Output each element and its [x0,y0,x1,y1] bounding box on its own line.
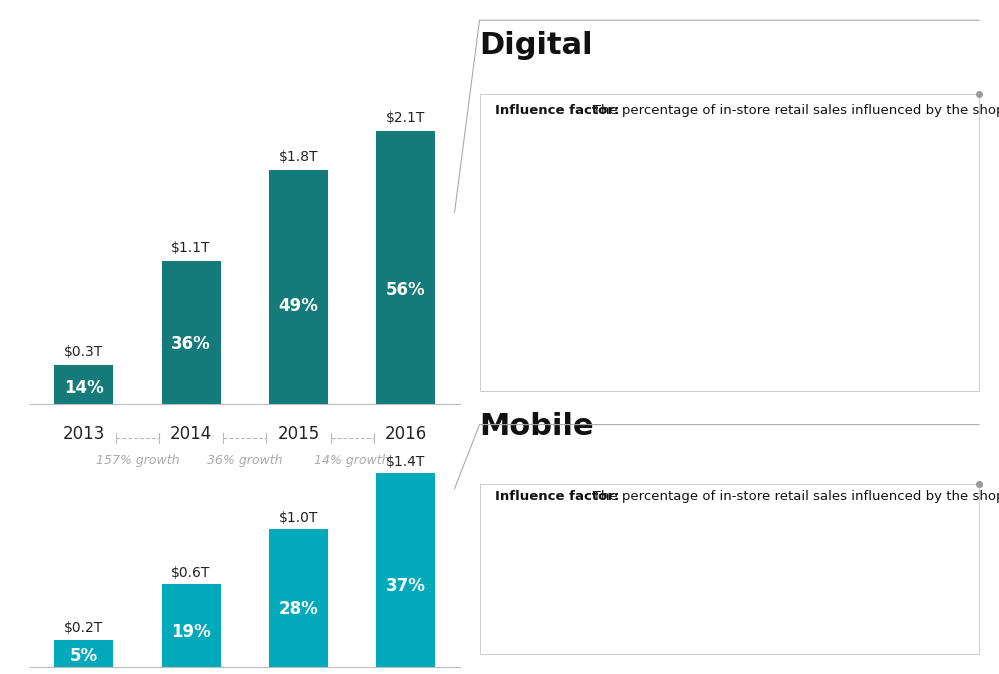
FancyBboxPatch shape [480,94,979,391]
Text: 19%: 19% [171,623,211,642]
Text: $2.1T: $2.1T [387,111,426,125]
FancyBboxPatch shape [480,484,979,654]
Text: 56%: 56% [386,281,426,299]
Text: 36% growth: 36% growth [207,454,283,467]
Text: 14%: 14% [64,379,104,397]
Text: Mobile: Mobile [480,412,594,441]
Text: $0.6T: $0.6T [172,566,211,580]
Text: $1.8T: $1.8T [279,150,319,164]
Text: 14% growth: 14% growth [315,454,390,467]
Text: Influence factor:: Influence factor: [495,491,618,503]
Text: $1.0T: $1.0T [279,511,318,524]
Text: The percentage of in-store retail sales influenced by the shopper’s use of any d: The percentage of in-store retail sales … [495,104,999,117]
Text: $0.3T: $0.3T [64,345,103,359]
Bar [162,584,221,667]
Bar [162,262,221,404]
Text: 37%: 37% [386,577,426,595]
Bar [269,529,328,667]
Bar [54,640,113,667]
Text: 2013: 2013 [63,425,105,443]
Text: 2014: 2014 [170,425,212,443]
Text: Digital: Digital [480,32,593,61]
Bar [377,131,436,404]
Text: 5%: 5% [70,646,98,665]
Text: $1.1T: $1.1T [171,241,211,255]
Text: 36%: 36% [171,336,211,353]
Text: $0.2T: $0.2T [64,621,103,636]
Bar [269,171,328,404]
Bar [54,365,113,404]
Text: The percentage of in-store retail sales influenced by the shopper’s use of a web: The percentage of in-store retail sales … [495,491,999,503]
Text: $1.4T: $1.4T [387,455,426,469]
Text: Influence factor:: Influence factor: [495,104,618,117]
Text: 157% growth: 157% growth [96,454,179,467]
Text: 2016: 2016 [385,425,427,443]
Bar [377,473,436,667]
Text: 49%: 49% [279,297,319,315]
Text: 28%: 28% [279,600,319,618]
Text: 2015: 2015 [278,425,320,443]
